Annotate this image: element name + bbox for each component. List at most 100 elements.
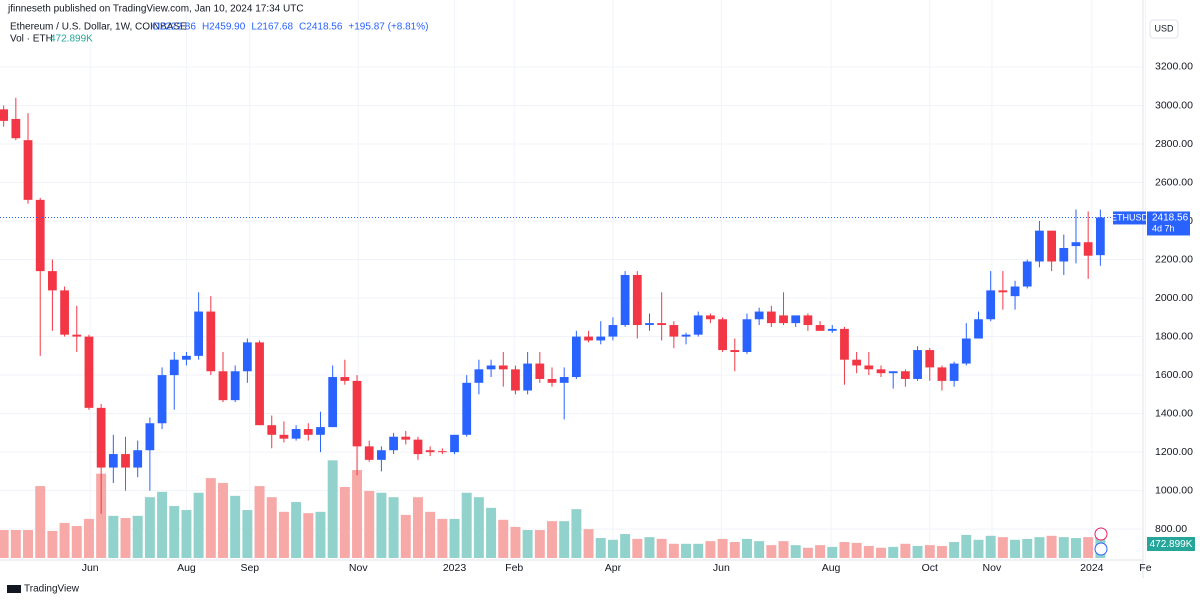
candle-body — [888, 371, 898, 374]
candle-body — [523, 363, 533, 391]
volume-bar — [23, 530, 34, 558]
volume-bar — [449, 518, 460, 558]
x-tick-label: Jun — [82, 562, 99, 574]
y-tick-label: 1600.00 — [1155, 369, 1193, 381]
candle-body — [1022, 261, 1032, 287]
candle-body — [840, 328, 849, 360]
candle-body — [596, 336, 606, 341]
volume-bar — [888, 546, 899, 558]
legend-value: O2222.86 — [152, 22, 196, 33]
volume-bar — [1083, 537, 1094, 558]
y-tick-label: 2000.00 — [1155, 292, 1193, 304]
x-tick-label: Sep — [240, 562, 259, 574]
candle-body — [937, 367, 947, 381]
volume-bar — [498, 519, 509, 558]
candle-body — [1010, 286, 1020, 297]
volume-bar — [157, 491, 168, 558]
candle-body — [657, 323, 667, 326]
event-icon[interactable] — [1094, 527, 1108, 541]
volume-bar — [400, 514, 411, 558]
volume-bar — [132, 515, 143, 558]
price-tag — [1147, 211, 1190, 236]
candle-body — [340, 377, 350, 381]
candle-body — [632, 274, 642, 326]
candle-body — [352, 380, 362, 447]
volume-bar — [705, 541, 716, 558]
candle-body — [779, 315, 788, 324]
volume-bar — [47, 530, 58, 558]
volume-bar — [388, 497, 399, 558]
volume-bar — [547, 521, 557, 558]
candle-body — [121, 454, 130, 468]
volume-bar — [242, 510, 253, 558]
flag-icon[interactable] — [1094, 542, 1108, 556]
volume-bar — [839, 542, 850, 558]
volume-bar — [425, 511, 436, 558]
candle-body — [60, 290, 69, 335]
volume-bar — [59, 522, 70, 558]
volume-bar — [71, 526, 82, 558]
volume-bar — [303, 513, 314, 558]
volume-bar — [144, 497, 155, 558]
volume-bar — [1058, 537, 1069, 558]
candle-body — [1035, 230, 1044, 262]
candle-body — [364, 446, 374, 460]
volume-bar — [583, 529, 594, 558]
candle-body — [864, 365, 874, 370]
ohlc-legend: O2222.86 H2459.90 L2167.68 C2418.56 +195.87 … — [152, 22, 428, 33]
legend-value: +195.87 (+8.81%) — [348, 22, 428, 33]
volume-bar — [205, 478, 216, 558]
y-tick-label: 2800.00 — [1155, 138, 1193, 150]
candle-body — [681, 334, 691, 337]
candle-body — [913, 350, 922, 379]
candle-body — [498, 365, 508, 370]
publisher: jfinneseth published on TradingView.com,… — [7, 4, 304, 15]
volume-bar — [83, 518, 94, 558]
volume-bar — [656, 538, 667, 558]
volume-title: Vol · ETH — [10, 34, 53, 45]
volume-bar — [985, 535, 996, 558]
candle-body — [474, 369, 484, 383]
volume-bar — [266, 497, 277, 558]
candle-body — [961, 338, 971, 364]
volume-bar — [327, 460, 338, 558]
x-tick-label: Jun — [713, 562, 730, 574]
volume-bar — [486, 507, 497, 558]
candle-body — [1095, 217, 1105, 256]
candle-body — [72, 334, 82, 337]
y-tick-label: 1200.00 — [1155, 446, 1193, 458]
x-tick-label: Nov — [349, 562, 368, 574]
volume-bar — [412, 497, 423, 558]
candle-body — [730, 350, 740, 352]
legend-value: L2167.68 — [251, 22, 293, 33]
volume-bar — [473, 497, 484, 558]
candle-body — [133, 450, 143, 468]
x-tick-label: Oct — [922, 562, 938, 574]
y-tick-label: 2600.00 — [1155, 176, 1193, 188]
brand: TradingView — [24, 584, 80, 595]
symbol-tag-text: ETHUSD — [1111, 212, 1149, 222]
x-tick-label: Nov — [983, 562, 1002, 574]
volume-bar — [912, 546, 923, 558]
volume-bar — [1070, 538, 1081, 558]
candle-body — [986, 290, 996, 320]
candle-body — [279, 434, 289, 439]
y-tick-label: 800.00 — [1155, 523, 1187, 535]
candle-body — [84, 336, 94, 408]
x-tick-label: Fe — [1139, 562, 1151, 574]
candle-body — [35, 199, 45, 272]
candle-body — [852, 359, 862, 366]
volume-bar — [997, 537, 1008, 558]
candle-body — [437, 451, 447, 453]
candle-body — [377, 450, 386, 460]
candle-body — [291, 429, 301, 439]
candle-body — [450, 434, 459, 453]
candle-body — [547, 378, 557, 383]
currency-button[interactable] — [1149, 19, 1179, 39]
volume-bar — [595, 538, 606, 558]
volume-bar — [510, 526, 521, 558]
candle-body — [511, 369, 520, 391]
candle-body — [1047, 230, 1056, 262]
currency[interactable]: USD — [1154, 23, 1174, 33]
